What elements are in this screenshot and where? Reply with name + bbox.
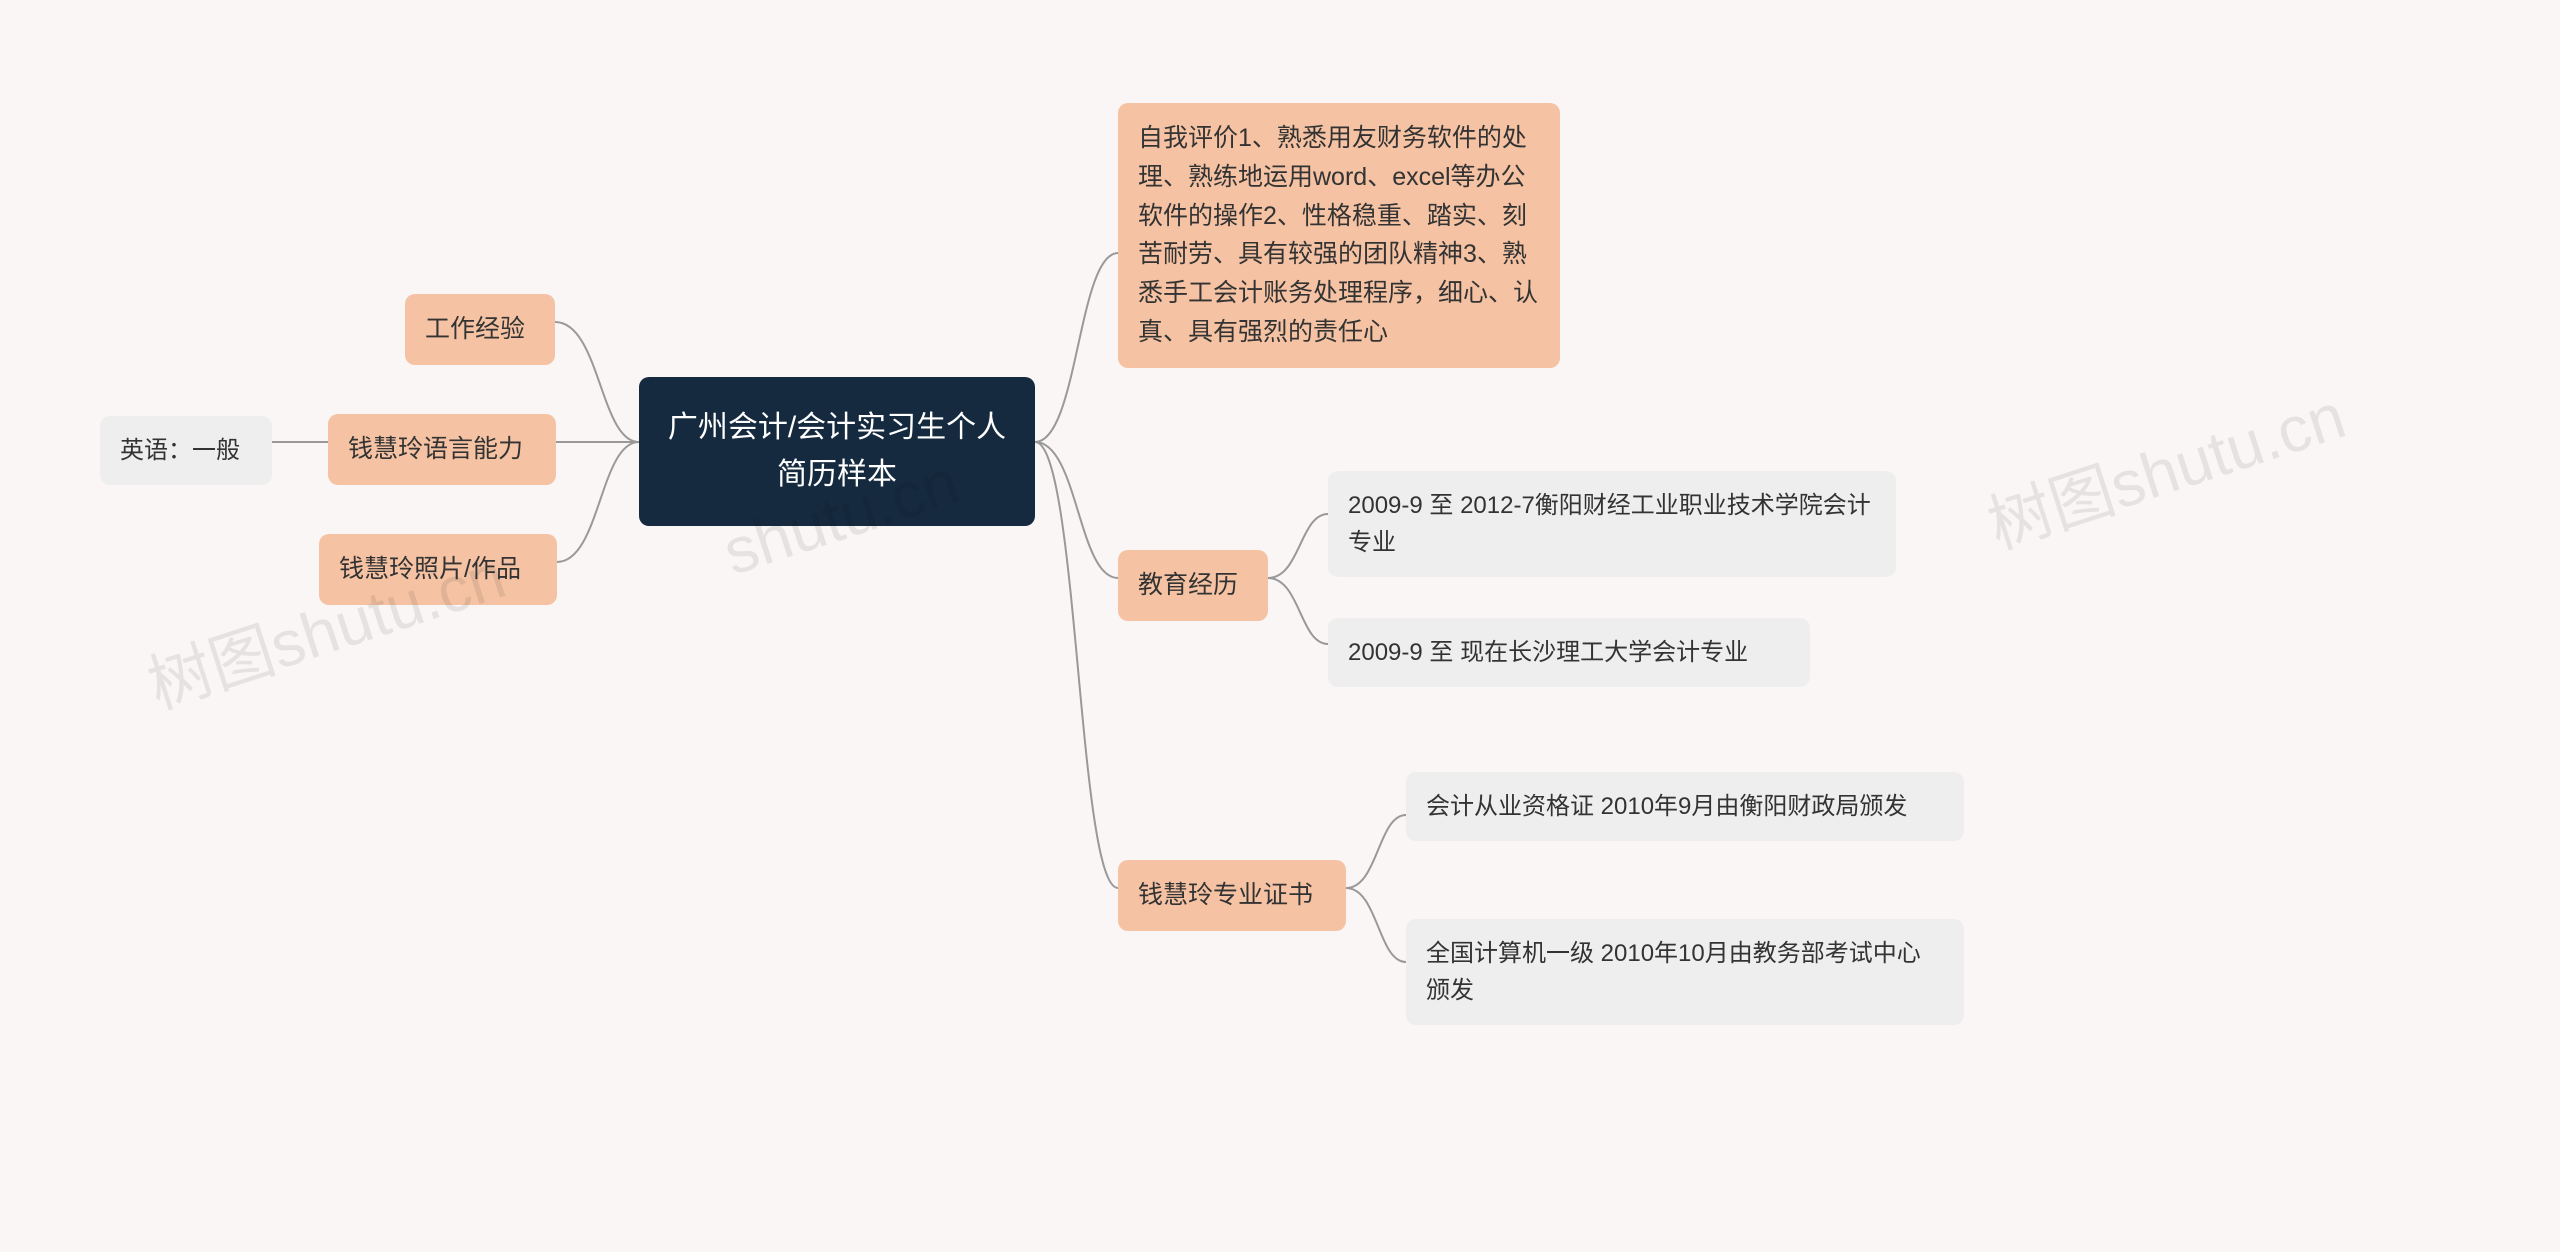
node-education[interactable]: 教育经历 <box>1118 550 1268 621</box>
label: 钱慧玲语言能力 <box>348 435 523 463</box>
node-work-experience[interactable]: 工作经验 <box>405 294 555 365</box>
label: 全国计算机一级 2010年10月由教务部考试中心颁发 <box>1426 940 1921 1004</box>
central-line2: 简历样本 <box>663 452 1011 499</box>
label: 2009-9 至 2012-7衡阳财经工业职业技术学院会计专业 <box>1348 492 1871 556</box>
central-line1: 广州会计/会计实习生个人 <box>663 405 1011 452</box>
label: 教育经历 <box>1138 571 1238 599</box>
label: 自我评价1、熟悉用友财务软件的处理、熟练地运用word、excel等办公软件的操… <box>1138 124 1538 346</box>
node-self-evaluation[interactable]: 自我评价1、熟悉用友财务软件的处理、熟练地运用word、excel等办公软件的操… <box>1118 103 1560 368</box>
label: 英语：一般 <box>120 437 240 464</box>
central-node[interactable]: 广州会计/会计实习生个人 简历样本 <box>639 377 1035 526</box>
node-english-level[interactable]: 英语：一般 <box>100 416 272 485</box>
label: 钱慧玲专业证书 <box>1138 881 1313 909</box>
label: 2009-9 至 现在长沙理工大学会计专业 <box>1348 639 1748 666</box>
node-language-ability[interactable]: 钱慧玲语言能力 <box>328 414 556 485</box>
label: 钱慧玲照片/作品 <box>339 555 521 583</box>
node-photos-works[interactable]: 钱慧玲照片/作品 <box>319 534 557 605</box>
node-certificates[interactable]: 钱慧玲专业证书 <box>1118 860 1346 931</box>
node-certificate-item-1[interactable]: 会计从业资格证 2010年9月由衡阳财政局颁发 <box>1406 772 1964 841</box>
watermark: 树图shutu.cn <box>1975 365 2355 567</box>
label: 会计从业资格证 2010年9月由衡阳财政局颁发 <box>1426 793 1907 820</box>
label: 工作经验 <box>425 315 525 343</box>
node-certificate-item-2[interactable]: 全国计算机一级 2010年10月由教务部考试中心颁发 <box>1406 919 1964 1025</box>
node-education-item-1[interactable]: 2009-9 至 2012-7衡阳财经工业职业技术学院会计专业 <box>1328 471 1896 577</box>
node-education-item-2[interactable]: 2009-9 至 现在长沙理工大学会计专业 <box>1328 618 1810 687</box>
